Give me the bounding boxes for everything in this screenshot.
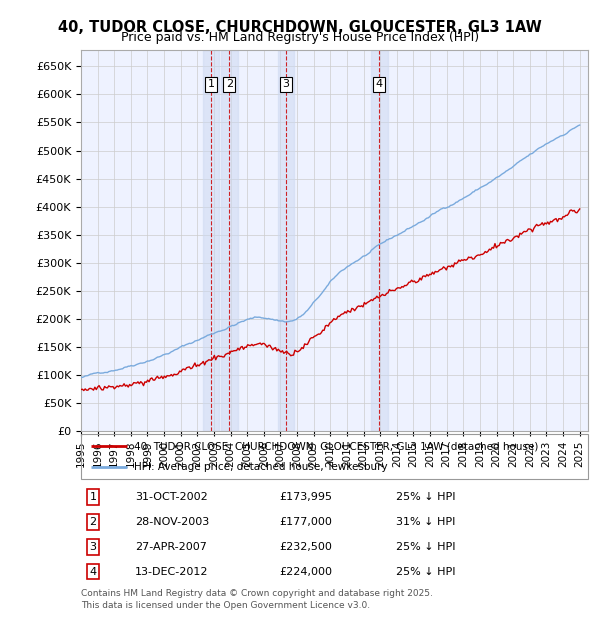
Text: 4: 4 — [376, 79, 383, 89]
Text: 40, TUDOR CLOSE, CHURCHDOWN, GLOUCESTER, GL3 1AW (detached house): 40, TUDOR CLOSE, CHURCHDOWN, GLOUCESTER,… — [134, 441, 539, 451]
Text: 3: 3 — [89, 542, 97, 552]
Text: 1: 1 — [89, 492, 97, 502]
Text: 25% ↓ HPI: 25% ↓ HPI — [396, 542, 455, 552]
Text: 2: 2 — [226, 79, 233, 89]
Text: 27-APR-2007: 27-APR-2007 — [135, 542, 207, 552]
Text: 25% ↓ HPI: 25% ↓ HPI — [396, 567, 455, 577]
Text: 25% ↓ HPI: 25% ↓ HPI — [396, 492, 455, 502]
Text: 31% ↓ HPI: 31% ↓ HPI — [396, 517, 455, 527]
Text: 13-DEC-2012: 13-DEC-2012 — [135, 567, 209, 577]
Text: £224,000: £224,000 — [279, 567, 332, 577]
Text: £177,000: £177,000 — [279, 517, 332, 527]
Text: 3: 3 — [283, 79, 289, 89]
Text: 40, TUDOR CLOSE, CHURCHDOWN, GLOUCESTER, GL3 1AW: 40, TUDOR CLOSE, CHURCHDOWN, GLOUCESTER,… — [58, 20, 542, 35]
Text: Contains HM Land Registry data © Crown copyright and database right 2025.: Contains HM Land Registry data © Crown c… — [81, 589, 433, 598]
Bar — [221, 50, 238, 431]
Text: 1: 1 — [208, 79, 215, 89]
Bar — [371, 50, 388, 431]
Text: This data is licensed under the Open Government Licence v3.0.: This data is licensed under the Open Gov… — [81, 601, 370, 611]
Text: HPI: Average price, detached house, Tewkesbury: HPI: Average price, detached house, Tewk… — [134, 463, 388, 472]
Text: 2: 2 — [89, 517, 97, 527]
Text: £173,995: £173,995 — [279, 492, 332, 502]
Bar — [278, 50, 294, 431]
Bar — [203, 50, 220, 431]
Text: £232,500: £232,500 — [279, 542, 332, 552]
Text: 31-OCT-2002: 31-OCT-2002 — [135, 492, 208, 502]
Text: 28-NOV-2003: 28-NOV-2003 — [135, 517, 209, 527]
Text: Price paid vs. HM Land Registry's House Price Index (HPI): Price paid vs. HM Land Registry's House … — [121, 31, 479, 44]
Text: 4: 4 — [89, 567, 97, 577]
